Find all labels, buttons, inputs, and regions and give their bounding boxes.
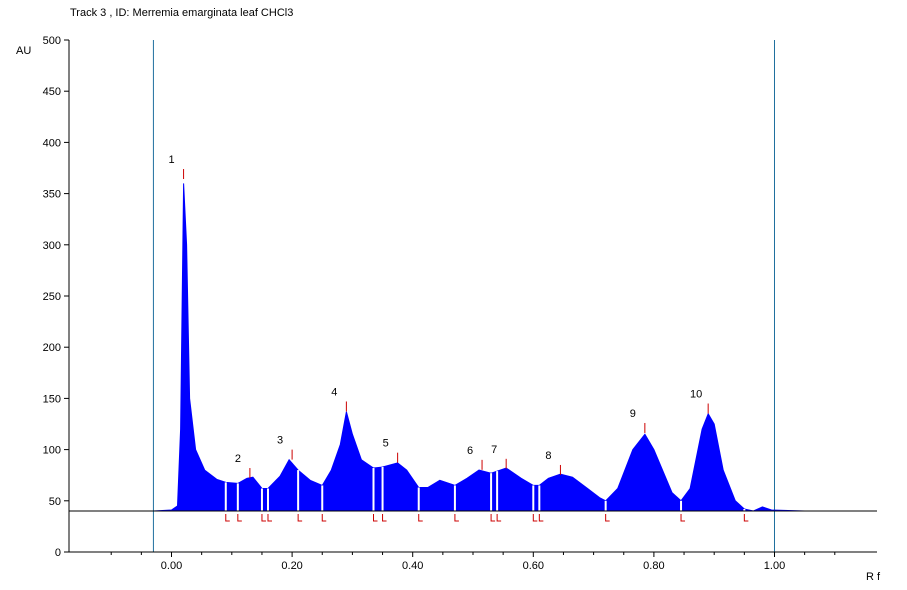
integration-marker-12: [496, 514, 502, 522]
y-tick-label-150: 150: [43, 393, 61, 405]
integration-marker-3: [261, 514, 266, 522]
peak-label-1: 1: [169, 154, 175, 166]
peak-label-4: 4: [331, 386, 337, 398]
chart-title: Track 3 , ID: Merremia emarginata leaf C…: [70, 7, 293, 19]
integration-marker-14: [538, 514, 544, 522]
integration-marker-16: [680, 514, 686, 522]
peak-label-8: 8: [545, 450, 551, 462]
x-tick-label-0.00: 0.00: [161, 560, 182, 572]
integration-marker-7: [373, 514, 378, 522]
y-tick-label-500: 500: [43, 35, 61, 47]
x-tick-label-0.20: 0.20: [281, 560, 302, 572]
x-tick-label-0.40: 0.40: [402, 560, 423, 572]
integration-marker-8: [382, 514, 387, 522]
peak-label-9: 9: [630, 408, 636, 420]
y-tick-label-0: 0: [55, 547, 61, 559]
integration-marker-4: [267, 514, 272, 522]
y-axis-label: AU: [16, 45, 31, 57]
integration-marker-6: [321, 514, 327, 522]
peak-label-5: 5: [383, 438, 389, 450]
integration-marker-9: [418, 514, 423, 522]
integration-marker-2: [237, 514, 242, 522]
peak-label-7: 7: [491, 444, 497, 456]
y-tick-label-200: 200: [43, 342, 61, 354]
peak-label-6: 6: [467, 445, 473, 457]
y-tick-label-250: 250: [43, 291, 61, 303]
x-tick-label-0.60: 0.60: [523, 560, 544, 572]
y-tick-label-400: 400: [43, 137, 61, 149]
integration-marker-13: [532, 514, 538, 522]
peak-label-3: 3: [277, 435, 283, 447]
integration-marker-10: [454, 514, 459, 522]
densitogram-area: [153, 183, 805, 512]
plot-area: 0 50 100 150 200 250 300 350 400 450 500 0.00 0.20 0.…: [43, 35, 877, 572]
integration-marker-15: [605, 514, 610, 522]
y-tick-label-100: 100: [43, 445, 61, 457]
y-tick-label-300: 300: [43, 240, 61, 252]
x-axis-label: R f: [866, 571, 881, 583]
x-tick-label-1.00: 1.00: [764, 560, 785, 572]
integration-marker-17: [743, 514, 749, 522]
peak-label-10: 10: [690, 389, 702, 401]
y-tick-label-50: 50: [49, 496, 61, 508]
integration-marker-11: [490, 514, 496, 522]
y-tick-label-450: 450: [43, 86, 61, 98]
integration-marker-5: [297, 514, 303, 522]
integration-marker-1: [225, 514, 230, 522]
y-tick-label-350: 350: [43, 189, 61, 201]
x-tick-label-0.80: 0.80: [643, 560, 664, 572]
peak-label-2: 2: [235, 453, 241, 465]
